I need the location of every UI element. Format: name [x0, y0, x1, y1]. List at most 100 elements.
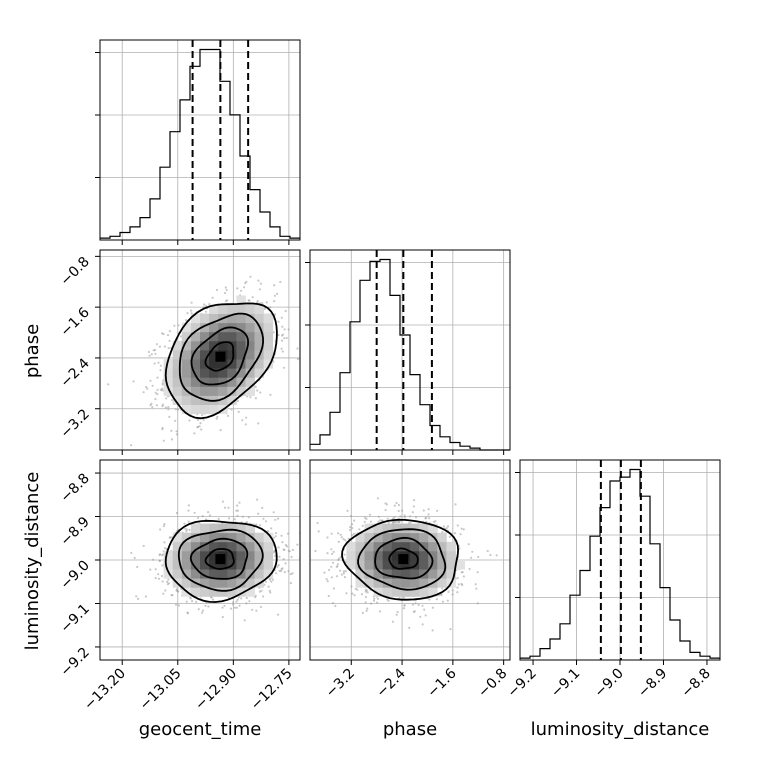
sample-point [174, 603, 178, 606]
sample-point [278, 555, 281, 558]
density-cell [263, 541, 274, 552]
sample-point [244, 423, 247, 426]
xlabel-geocent-time: geocent_time [139, 719, 262, 740]
sample-point [245, 602, 248, 605]
sample-point [386, 517, 389, 520]
sample-point [456, 576, 459, 580]
sample-point [247, 516, 250, 519]
sample-point [229, 607, 233, 610]
density-cell [455, 560, 465, 570]
density-cell [236, 313, 246, 324]
sample-point [403, 604, 406, 607]
density-cell [410, 578, 420, 588]
sample-point [361, 524, 364, 528]
sample-point [419, 615, 422, 618]
sample-point [349, 525, 352, 529]
sample-point [468, 567, 471, 571]
sample-point [353, 594, 356, 597]
sample-point [330, 552, 334, 556]
sample-point [307, 573, 309, 575]
sample-point [287, 570, 290, 573]
sample-point [326, 552, 329, 555]
sample-point [161, 564, 164, 567]
density-cell [437, 541, 447, 552]
sample-point [270, 580, 273, 583]
density-cell [209, 404, 219, 414]
sample-point [240, 597, 243, 600]
sample-point [337, 540, 340, 544]
sample-point [453, 532, 457, 535]
density-cell [218, 340, 228, 351]
sample-point [211, 296, 214, 299]
y-tick-label-phase: −0.8 [57, 254, 92, 289]
density-cell [190, 322, 201, 333]
sample-point [358, 528, 361, 531]
sample-point [175, 433, 178, 436]
sample-point [175, 511, 178, 515]
sample-point [281, 567, 284, 570]
panel-frame [309, 249, 511, 451]
sample-point [158, 345, 161, 348]
sample-point [183, 522, 186, 525]
density-cell [428, 587, 438, 597]
density-cell [172, 532, 183, 543]
density-cell [419, 523, 429, 534]
sample-point [232, 603, 235, 606]
sample-point [161, 580, 164, 583]
density-cell [446, 550, 456, 561]
sample-point [495, 554, 498, 557]
density-cell [245, 350, 255, 360]
density-cell [227, 304, 237, 314]
density-cell [190, 377, 201, 387]
sample-point [171, 594, 174, 597]
density-cell [181, 541, 192, 552]
density-cell [263, 560, 274, 570]
density-cell [245, 541, 255, 552]
sample-point [336, 563, 339, 566]
density-cell [227, 541, 237, 552]
sample-point [161, 383, 164, 386]
sample-point [256, 299, 259, 303]
density-cell [263, 340, 274, 351]
sample-point [351, 523, 354, 526]
sample-point [148, 354, 151, 357]
sample-point [136, 565, 139, 569]
sample-point [235, 600, 238, 603]
y-tick-label-phase: −1.6 [57, 305, 92, 340]
sample-point [166, 334, 170, 337]
density-cell [419, 532, 429, 543]
y-tick-label-luminosity_distance: −9.0 [57, 558, 92, 593]
sample-point [156, 393, 159, 396]
sample-point [265, 301, 268, 304]
density-cell [364, 541, 374, 552]
sample-point [370, 602, 373, 605]
sample-point [428, 517, 431, 520]
density-cell [163, 368, 174, 378]
sample-point [461, 571, 464, 574]
sample-point [189, 309, 193, 312]
density-cell [227, 350, 237, 360]
sample-point [208, 514, 212, 517]
sample-point [256, 498, 259, 501]
density-cell [391, 560, 402, 570]
contour-level-2 [177, 528, 264, 592]
sample-point [189, 596, 192, 599]
sample-point [431, 606, 434, 609]
density-cell [190, 404, 201, 414]
sample-point [162, 439, 165, 442]
sample-point [337, 532, 340, 535]
sample-point [316, 521, 319, 525]
density-cell [245, 578, 255, 588]
density-cell [227, 386, 237, 396]
sample-point [274, 535, 277, 538]
density-cell [373, 541, 384, 552]
density-cell [181, 359, 192, 369]
sample-point [350, 515, 353, 518]
sample-point [190, 301, 193, 304]
sample-point [402, 607, 406, 610]
density-cell [218, 331, 228, 342]
sample-point [130, 551, 133, 555]
density-cell [428, 569, 438, 579]
sample-point [364, 588, 367, 591]
sample-point [154, 398, 157, 401]
